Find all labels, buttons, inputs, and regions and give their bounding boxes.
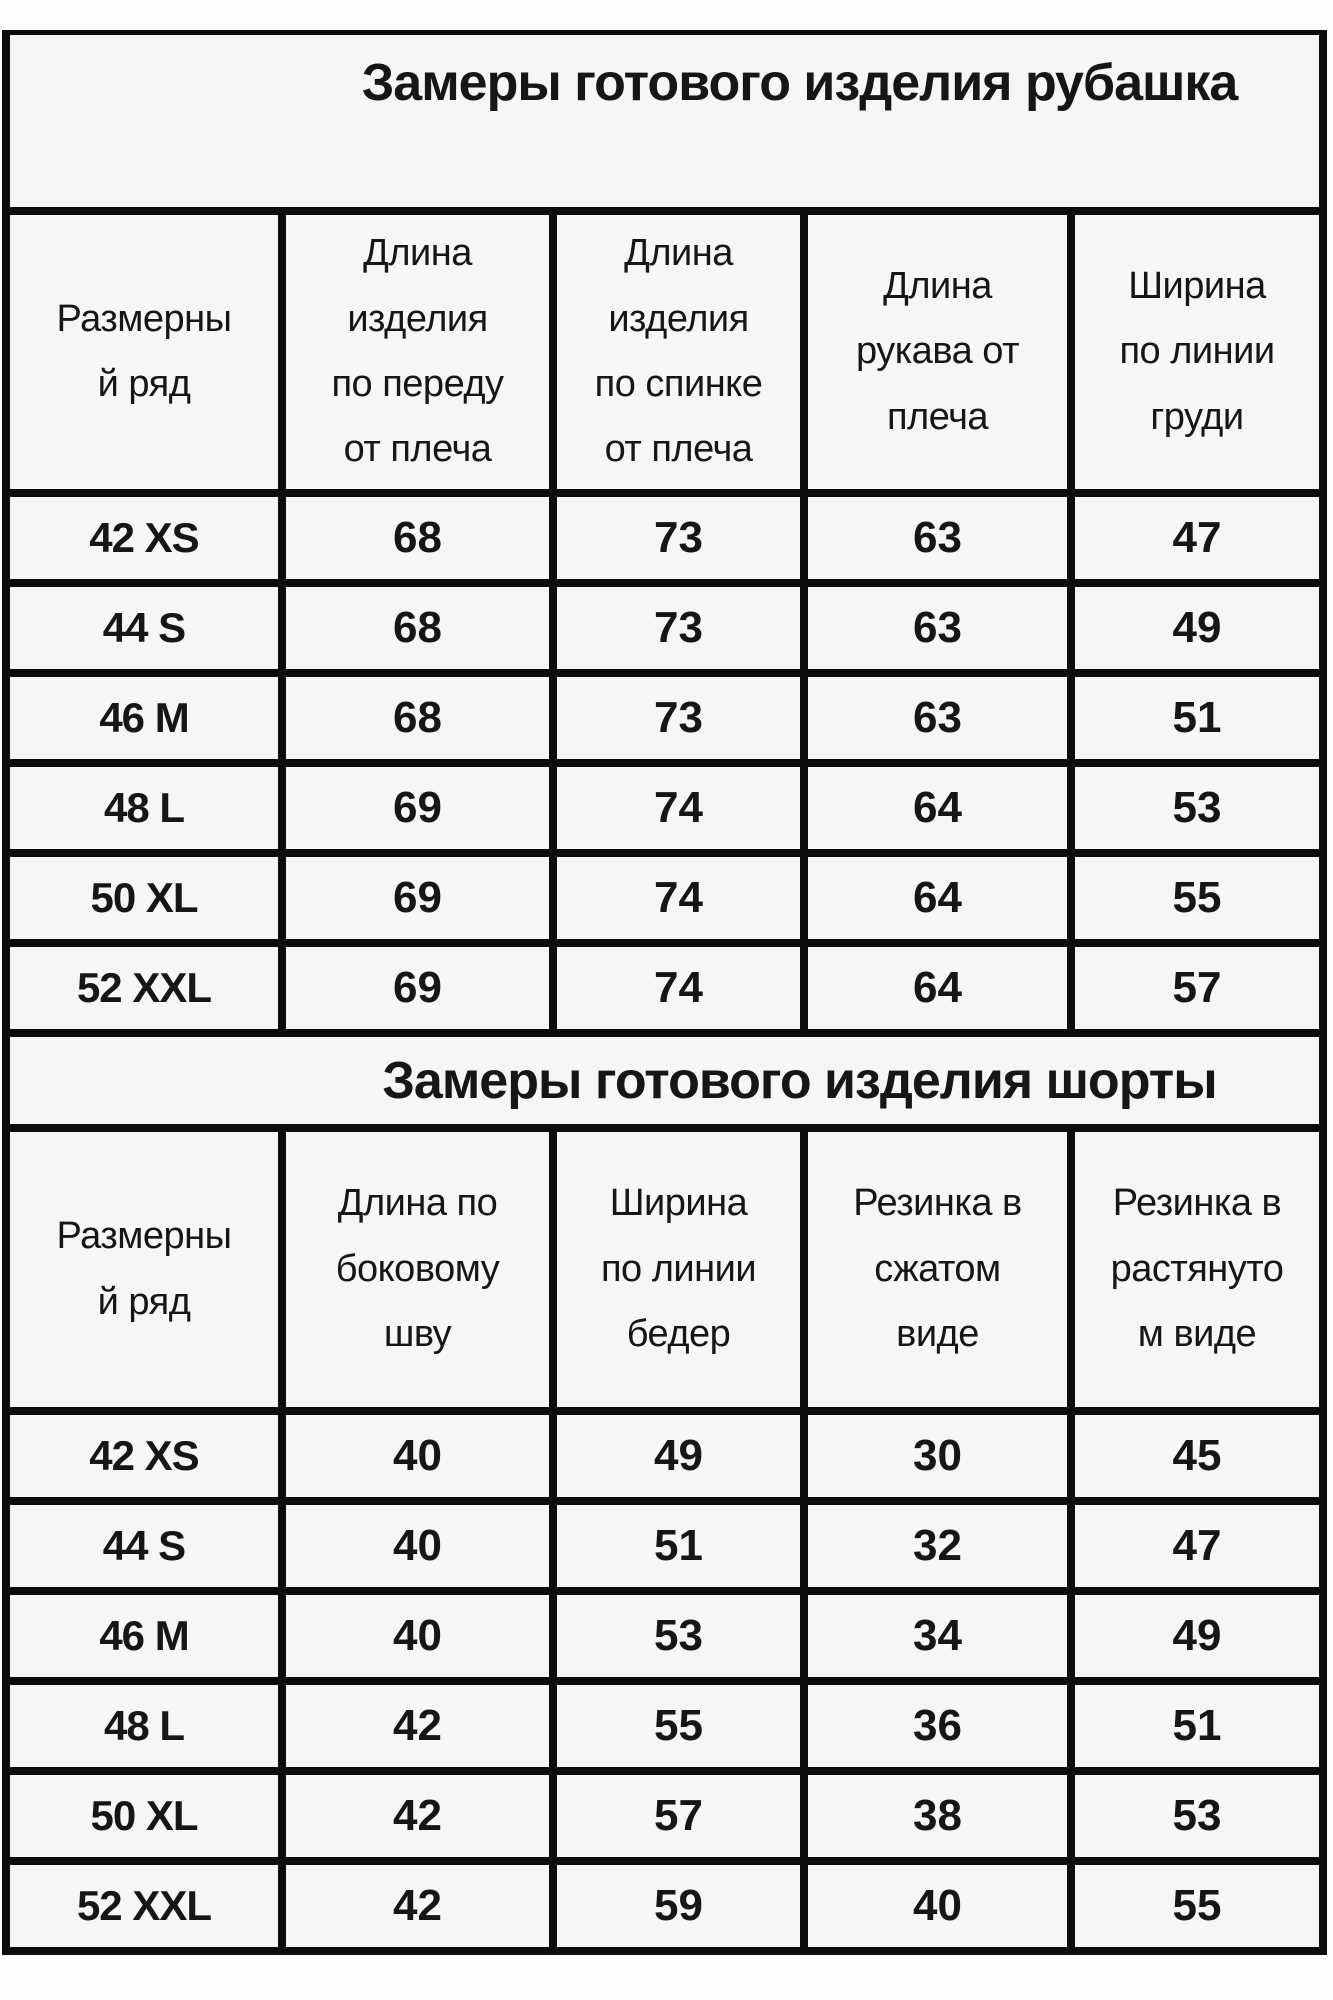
shorts-table-title-cell: Замеры готового изделия шорты (10, 1037, 1319, 1124)
shirt-size-cell: 44 S (10, 587, 278, 669)
shirt-value-cell: 74 (557, 947, 800, 1029)
shorts-value-cell: 49 (1075, 1595, 1319, 1677)
shirt-value-cell: 64 (808, 857, 1067, 939)
shirt-size-cell: 46 M (10, 677, 278, 759)
shorts-value-cell: 53 (557, 1595, 800, 1677)
shorts-value-cell: 51 (557, 1505, 800, 1587)
shorts-value-cell: 42 (286, 1685, 549, 1767)
shirt-value-cell: 63 (808, 677, 1067, 759)
shirt-value-cell: 63 (808, 497, 1067, 579)
shirt-header-front-length: Длина изделия по переду от плеча (286, 215, 549, 489)
shirt-size-cell: 48 L (10, 767, 278, 849)
shirt-table-title-cell: Замеры готового изделия рубашка (10, 35, 1319, 207)
shorts-value-cell: 32 (808, 1505, 1067, 1587)
shirt-size-cell: 42 XS (10, 497, 278, 579)
shirt-value-cell: 68 (286, 587, 549, 669)
shorts-size-cell: 50 XL (10, 1775, 278, 1857)
shorts-value-cell: 40 (286, 1415, 549, 1497)
shirt-table-title: Замеры готового изделия рубашка (361, 54, 1239, 112)
shorts-value-cell: 55 (1075, 1865, 1319, 1947)
shorts-value-cell: 53 (1075, 1775, 1319, 1857)
shorts-value-cell: 47 (1075, 1505, 1319, 1587)
shorts-value-cell: 34 (808, 1595, 1067, 1677)
shorts-value-cell: 55 (557, 1685, 800, 1767)
shirt-value-cell: 69 (286, 767, 549, 849)
shorts-value-cell: 59 (557, 1865, 800, 1947)
shirt-value-cell: 49 (1075, 587, 1319, 669)
shorts-value-cell: 45 (1075, 1415, 1319, 1497)
shirt-value-cell: 69 (286, 857, 549, 939)
shirt-value-cell: 47 (1075, 497, 1319, 579)
shorts-header-elastic-relaxed: Резинка в сжатом виде (808, 1132, 1067, 1407)
shirt-header-chest-width: Ширина по линии груди (1075, 215, 1319, 489)
shorts-header-elastic-stretched: Резинка в растянуто м виде (1075, 1132, 1319, 1407)
shorts-value-cell: 42 (286, 1775, 549, 1857)
shirt-header-size-range: Размерны й ряд (10, 215, 278, 489)
shirt-value-cell: 73 (557, 497, 800, 579)
shirt-value-cell: 73 (557, 677, 800, 759)
size-tables-grid: Замеры готового изделия рубашка Размерны… (2, 30, 1327, 1955)
shorts-value-cell: 42 (286, 1865, 549, 1947)
shorts-size-cell: 48 L (10, 1685, 278, 1767)
shorts-value-cell: 40 (286, 1595, 549, 1677)
shorts-value-cell: 36 (808, 1685, 1067, 1767)
shorts-header-side-seam-length: Длина по боковому шву (286, 1132, 549, 1407)
shirt-size-cell: 50 XL (10, 857, 278, 939)
shorts-value-cell: 38 (808, 1775, 1067, 1857)
shirt-value-cell: 73 (557, 587, 800, 669)
shirt-value-cell: 55 (1075, 857, 1319, 939)
shirt-value-cell: 57 (1075, 947, 1319, 1029)
shorts-value-cell: 49 (557, 1415, 800, 1497)
shorts-header-hip-width: Ширина по линии бедер (557, 1132, 800, 1407)
shirt-value-cell: 68 (286, 497, 549, 579)
shirt-header-sleeve-length: Длина рукава от плеча (808, 215, 1067, 489)
shirt-header-back-length: Длина изделия по спинке от плеча (557, 215, 800, 489)
shorts-value-cell: 40 (808, 1865, 1067, 1947)
shirt-value-cell: 69 (286, 947, 549, 1029)
shirt-value-cell: 74 (557, 767, 800, 849)
shirt-value-cell: 51 (1075, 677, 1319, 759)
shorts-table-title: Замеры готового изделия шорты (382, 1051, 1217, 1110)
shirt-value-cell: 53 (1075, 767, 1319, 849)
shorts-value-cell: 40 (286, 1505, 549, 1587)
shorts-size-cell: 52 XXL (10, 1865, 278, 1947)
shorts-size-cell: 42 XS (10, 1415, 278, 1497)
shirt-value-cell: 74 (557, 857, 800, 939)
shirt-value-cell: 64 (808, 767, 1067, 849)
shirt-value-cell: 63 (808, 587, 1067, 669)
shirt-size-cell: 52 XXL (10, 947, 278, 1029)
shorts-size-cell: 44 S (10, 1505, 278, 1587)
shorts-value-cell: 51 (1075, 1685, 1319, 1767)
shorts-size-cell: 46 M (10, 1595, 278, 1677)
shirt-value-cell: 68 (286, 677, 549, 759)
shorts-header-size-range: Размерны й ряд (10, 1132, 278, 1407)
shorts-value-cell: 57 (557, 1775, 800, 1857)
shirt-value-cell: 64 (808, 947, 1067, 1029)
shorts-value-cell: 30 (808, 1415, 1067, 1497)
